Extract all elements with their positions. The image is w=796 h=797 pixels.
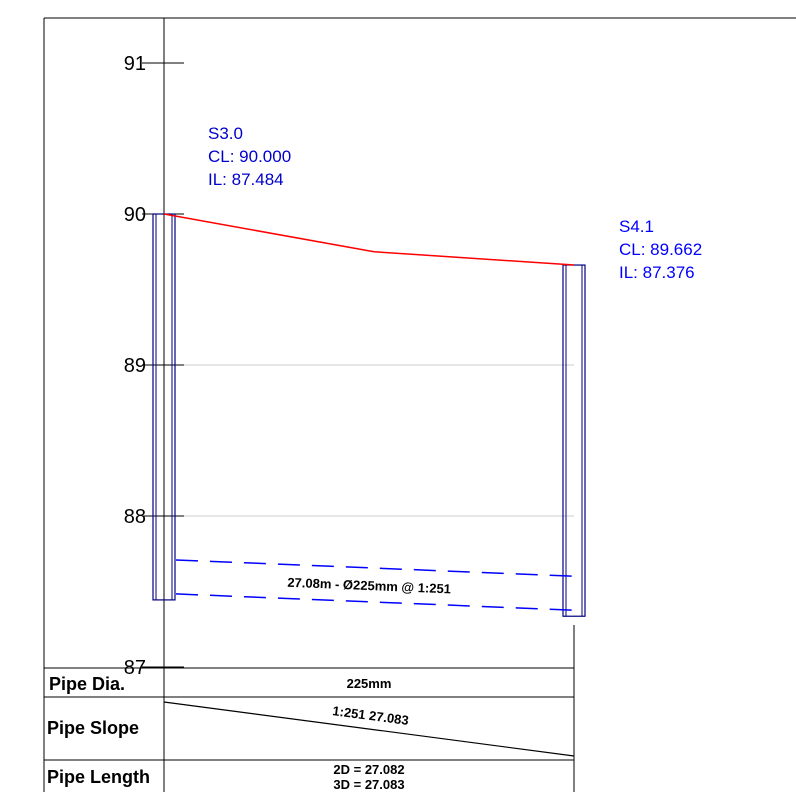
table-value-pipe-slope: 1:251 27.083: [332, 703, 410, 728]
ground-profile-line: [163, 213, 575, 266]
invert-level-label: IL: 87.484: [208, 170, 284, 189]
pipe-invert-line: [175, 593, 575, 611]
invert-level-label: IL: 87.376: [619, 263, 695, 282]
table-row-label-pipe-length: Pipe Length: [47, 767, 150, 787]
data-table: Pipe Dia. 225mm Pipe Slope 1:251 27.083 …: [44, 625, 575, 792]
table-value-length-3d: 3D = 27.083: [333, 777, 404, 792]
gridlines: [164, 364, 574, 517]
table-row-label-pipe-slope: Pipe Slope: [47, 718, 139, 738]
pipe-label: 27.08m - Ø225mm @ 1:251: [287, 575, 451, 597]
table-value-length-2d: 2D = 27.082: [333, 762, 404, 777]
cover-level-label: CL: 89.662: [619, 240, 702, 259]
y-tick-label: 88: [124, 506, 146, 528]
manhole-name: S3.0: [208, 124, 243, 143]
table-value-pipe-dia: 225mm: [347, 676, 392, 691]
manhole-name: S4.1: [619, 217, 654, 236]
table-row-label-pipe-dia: Pipe Dia.: [49, 674, 125, 694]
pipe-obvert-line: [175, 559, 575, 577]
slope-indicator-line: [163, 701, 575, 757]
y-tick-label: 91: [124, 53, 146, 75]
y-tick-label: 89: [124, 355, 146, 377]
cover-level-label: CL: 90.000: [208, 147, 291, 166]
y-tick-label: 90: [124, 204, 146, 226]
manholes: S3.0 CL: 90.000 IL: 87.484 S4.1 CL: 89.662 IL…: [152, 124, 702, 617]
